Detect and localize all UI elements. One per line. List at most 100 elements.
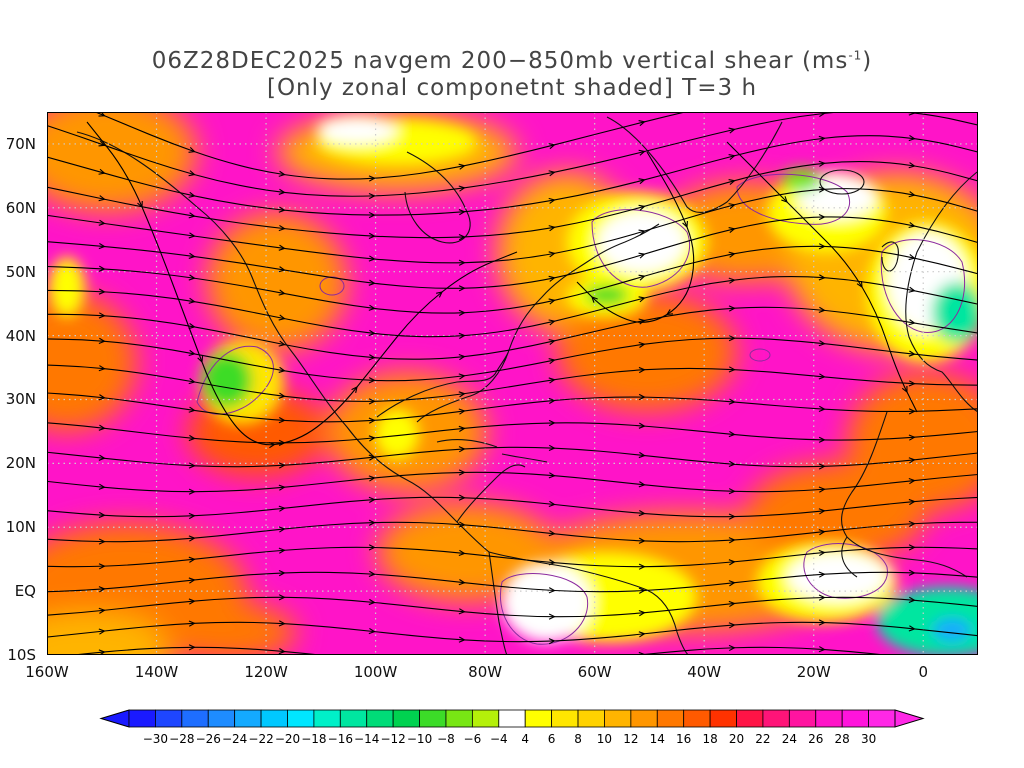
streamline-arrow [268,441,276,449]
streamline-arrow [728,335,736,342]
streamline-arrow [458,446,466,453]
colorbar-label: 18 [702,732,717,746]
streamline [47,364,978,402]
title-text: 06Z28DEC2025 navgem 200−850mb vertical s… [151,48,849,74]
streamline-arrow [188,349,196,357]
streamline-arrow [98,219,106,226]
streamline-arrow [458,185,466,192]
streamline-arrow [458,608,466,615]
streamline-arrow [638,537,646,544]
streamline-arrow [908,134,916,142]
streamline-arrow [908,286,916,293]
streamline-arrow [278,484,286,491]
streamline-arrow [548,197,556,204]
streamline-arrow [548,638,556,645]
colorbar-swatch [445,709,473,728]
streamline-arrow [638,393,646,401]
title-close-paren: ) [862,48,873,74]
streamline [576,151,695,323]
streamline-arrow [368,519,376,526]
streamline [47,306,978,360]
streamline-arrow [278,648,286,655]
colorbar-label: −6 [464,732,482,746]
colorbar-label: 4 [521,732,529,746]
streamline-arrow [856,280,863,289]
colorbar-label: 10 [597,732,612,746]
colorbar-label: 26 [808,732,823,746]
streamline-arrow [98,337,106,344]
colorbar-swatch [577,709,605,728]
streamline-arrow [682,220,688,229]
streamline-arrow [908,625,916,632]
streamline-arrow [278,620,286,627]
streamline-arrow [728,398,736,405]
streamline [47,446,978,468]
colorbar-label: 12 [623,732,638,746]
streamline-arrow [548,613,556,620]
streamline-arrow [728,366,736,373]
lat-label: 70N [5,134,36,153]
streamline-arrow [98,394,106,401]
chart-title-line2: [Only zonal componetnt shaded] T=3 h [266,75,758,101]
streamline-arrow [278,206,286,213]
streamline-arrow [188,252,196,259]
colorbar-swatch [313,709,341,728]
streamline-arrow [98,365,106,372]
streamline-arrow [188,406,196,413]
streamline-arrow [908,319,916,326]
colorbar-swatch [815,709,843,728]
streamline-arrow [638,296,646,303]
streamline-arrow [548,397,556,405]
colorbar-swatch [471,709,500,728]
colorbar-label: −10 [407,732,432,746]
streamline [47,135,978,216]
colorbar-swatch [392,709,420,728]
colorbar-swatch [656,709,685,728]
streamline-arrow [818,340,826,347]
colorbar-swatch [604,709,632,728]
streamline-arrow [368,496,376,503]
chart-title-line1: 06Z28DEC2025 navgem 200−850mb vertical s… [0,48,1024,74]
streamline-arrow [818,213,826,221]
streamline-arrow [548,444,556,452]
streamline-arrow [368,435,376,442]
streamline-arrow [548,143,556,150]
streamline-arrow [638,366,646,374]
title-unit-exponent: -1 [848,48,863,63]
colorbar-min-arrow [99,709,130,728]
streamline-arrow [278,314,286,321]
streamline-arrow [188,556,196,563]
colorbar-label: 24 [782,732,797,746]
streamline-arrow [278,224,286,232]
colorbar-label: 30 [861,732,876,746]
lat-label: 60N [5,198,36,217]
streamline [47,571,978,593]
streamline-arrow [188,462,196,469]
colorbar-swatch [366,709,394,728]
streamline-arrow [188,212,196,219]
streamline-arrow [458,163,466,170]
streamline-arrow [368,211,376,219]
colorbar-swatch [524,709,553,728]
streamline-arrow [728,622,736,629]
streamline-arrow [638,510,646,517]
lat-label: 30N [5,390,36,409]
streamline-arrow [278,188,286,195]
streamline-arrow [188,620,196,627]
streamline-arrow [188,535,196,542]
streamline-arrow [818,571,826,578]
lon-label: 120W [244,663,288,681]
streamline-arrow [728,430,736,438]
streamline-arrow [728,179,736,186]
colorbar-label: −8 [437,732,455,746]
streamline-arrow [908,434,916,441]
colorbar-swatch [207,709,236,728]
streamline [726,141,918,413]
streamline-arrow [98,265,106,272]
streamline-arrow [458,391,466,398]
streamline-arrow [188,170,196,177]
streamline-arrow [908,544,916,551]
streamline-arrow [818,160,826,167]
streamline-arrow [908,221,916,229]
streamline-arrow [98,242,106,250]
